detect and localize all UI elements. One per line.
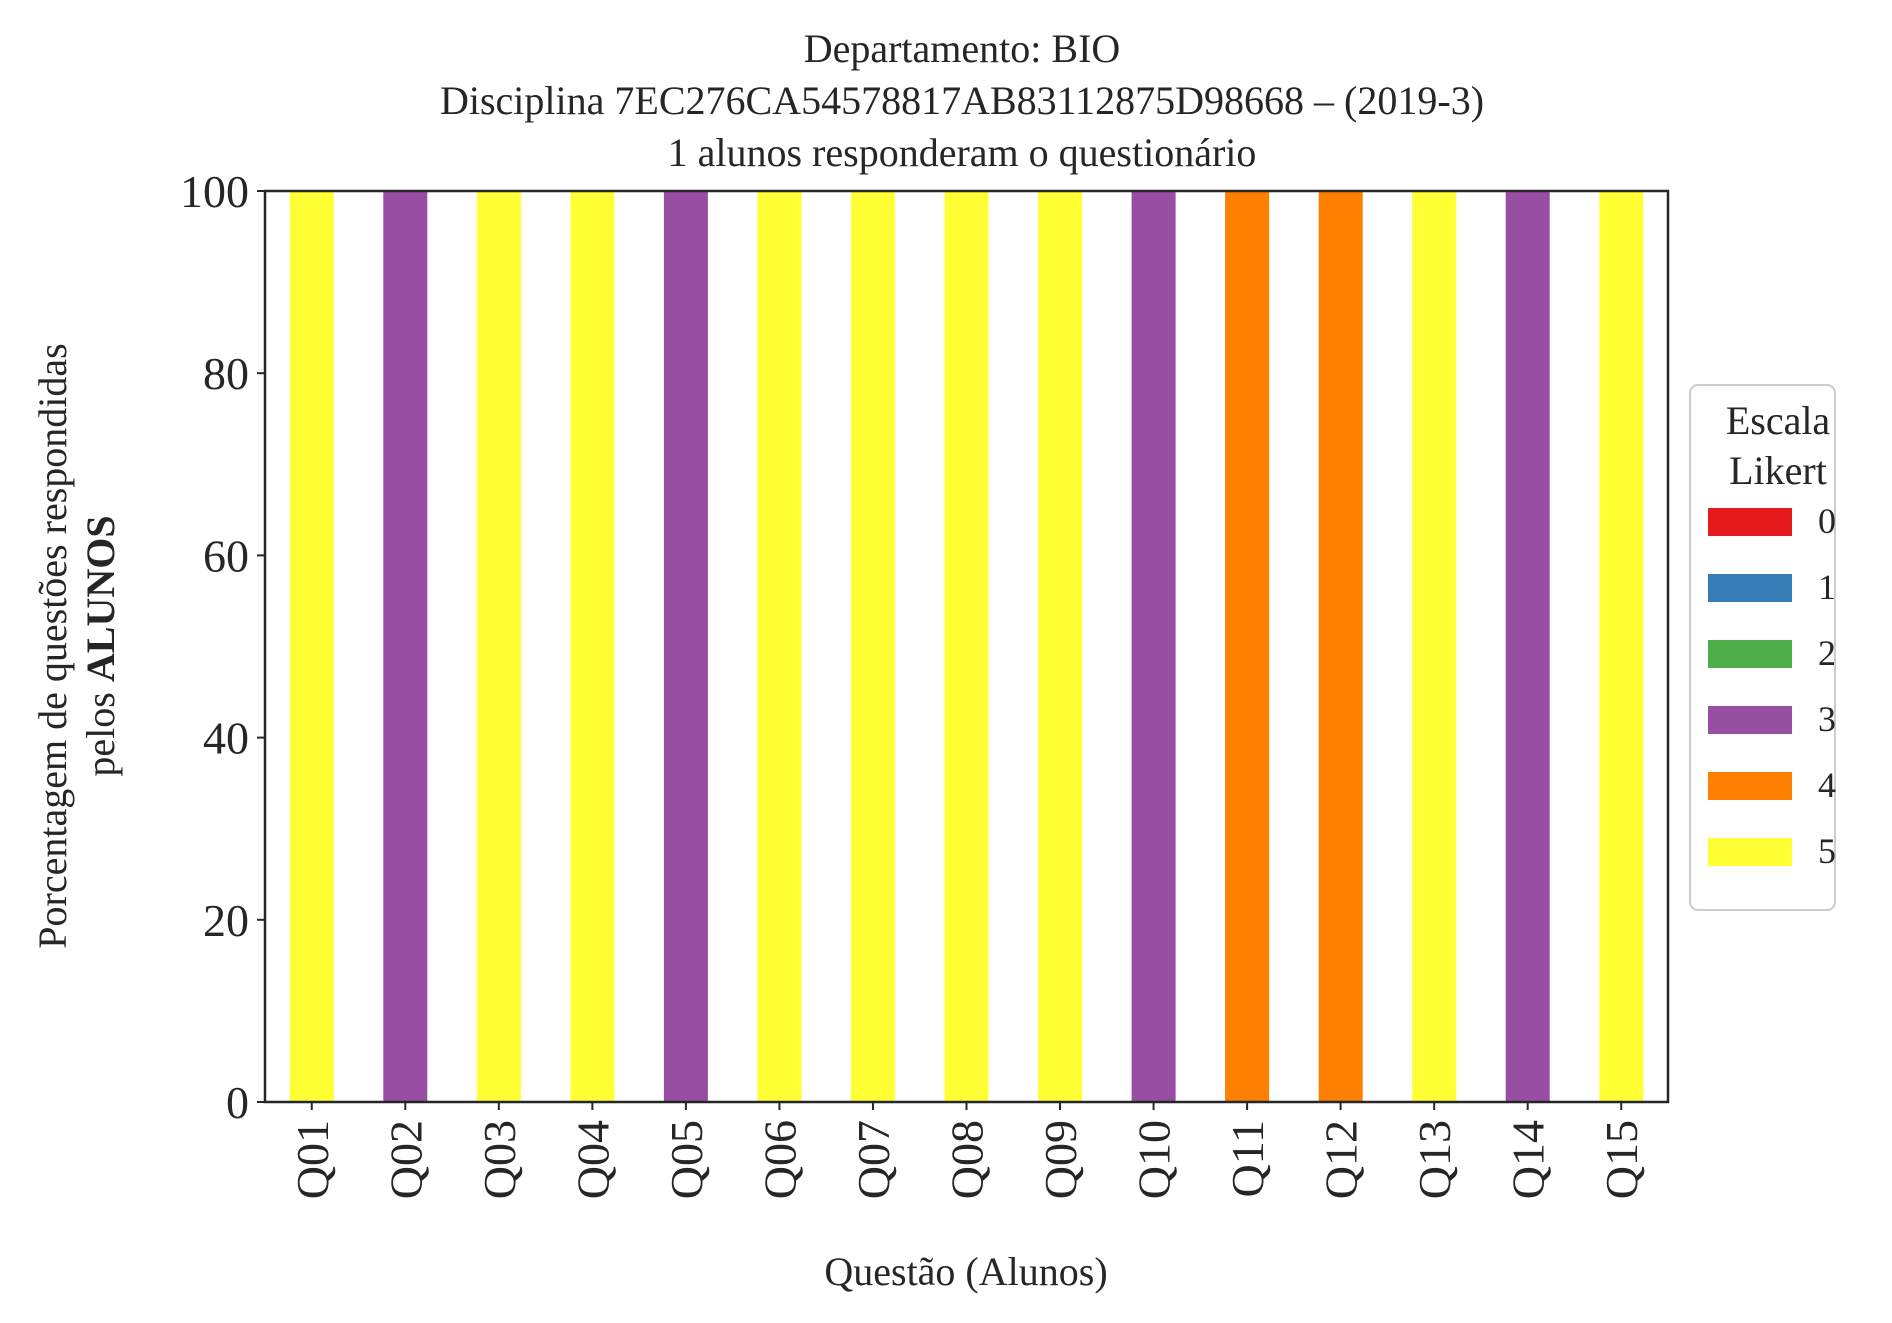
x-tick-label-q14: Q14 [1503,1120,1554,1199]
legend-items: 0 1 2 3 4 5 [1708,501,1836,871]
title-line-1: Departamento: BIO [804,26,1121,71]
y-tick-label: 20 [203,895,249,946]
bar-q12-likert-4 [1318,191,1363,1102]
y-axis-label: Porcentagem de questões respondidas pelo… [30,343,123,948]
bar-q01-likert-5 [289,191,334,1102]
legend-label-4: 4 [1818,765,1836,805]
legend-label-0: 0 [1818,501,1836,541]
legend-swatch-3 [1708,706,1792,734]
legend-swatch-2 [1708,640,1792,668]
y-axis-label-bold: ALUNOS [78,515,123,682]
bar-q09-likert-5 [1038,191,1083,1102]
x-tick-label-q08: Q08 [942,1120,993,1199]
bar-q15-likert-5 [1599,191,1644,1102]
x-tick-label-q03: Q03 [474,1120,525,1199]
y-tick-label: 100 [180,166,249,217]
y-axis-label-prefix: pelos [78,682,123,776]
legend-title-line-1: Escala [1726,398,1831,443]
x-tick-label-q04: Q04 [567,1120,618,1199]
legend-label-3: 3 [1818,699,1836,739]
y-axis-label-line-1: Porcentagem de questões respondidas [30,343,75,948]
bar-q05-likert-3 [663,191,708,1102]
x-axis-label: Questão (Alunos) [824,1249,1107,1294]
legend-title-line-2: Likert [1729,448,1827,493]
x-tick-label-q07: Q07 [848,1120,899,1199]
x-tick-label-q09: Q09 [1035,1120,1086,1199]
x-tick-labels: Q01 Q02 Q03 Q04 Q05 Q06 Q07 Q08 Q09 Q10 Q11 Q12 Q13 Q… [287,1102,1647,1199]
x-tick-label-q01: Q01 [287,1120,338,1199]
x-tick-label-q12: Q12 [1316,1120,1367,1199]
legend-label-1: 1 [1818,567,1836,607]
x-tick-label-q13: Q13 [1409,1120,1460,1199]
bar-q14-likert-3 [1505,191,1550,1102]
legend-label-5: 5 [1818,831,1836,871]
x-tick-label-q10: Q10 [1129,1120,1180,1199]
bar-q04-likert-5 [570,191,615,1102]
bar-q07-likert-5 [851,191,895,1102]
bar-q11-likert-4 [1225,191,1270,1102]
legend-swatch-4 [1708,772,1792,800]
bar-q06-likert-5 [757,191,802,1102]
y-tick-label: 80 [203,348,249,399]
legend: Escala Likert 0 1 2 3 4 5 [1689,384,1836,911]
y-tick-label: 0 [226,1077,249,1128]
y-tick-label: 40 [203,713,249,764]
bar-q08-likert-5 [944,191,989,1102]
bar-q02-likert-3 [383,191,428,1102]
y-axis-label-line-2: pelos ALUNOS [78,515,123,776]
legend-swatch-0 [1708,508,1792,536]
x-tick-label-q05: Q05 [661,1120,712,1199]
bar-q03-likert-5 [476,191,521,1102]
bar-q13-likert-5 [1412,191,1457,1102]
legend-label-2: 2 [1818,633,1836,673]
chart-title: Departamento: BIO Disciplina 7EC276CA545… [440,26,1484,175]
x-tick-label-q02: Q02 [380,1120,431,1199]
bars-layer [289,191,1644,1102]
x-tick-label-q15: Q15 [1596,1120,1647,1199]
legend-swatch-5 [1708,838,1792,866]
y-tick-label: 60 [203,530,249,581]
legend-swatch-1 [1708,574,1792,602]
x-tick-label-q11: Q11 [1222,1120,1273,1198]
title-line-3: 1 alunos responderam o questionário [668,130,1257,175]
title-line-2: Disciplina 7EC276CA54578817AB83112875D98… [440,78,1484,123]
x-tick-label-q06: Q06 [754,1120,805,1199]
bar-q10-likert-3 [1131,191,1176,1102]
y-tick-labels: 0 20 40 60 80 100 [180,166,265,1128]
